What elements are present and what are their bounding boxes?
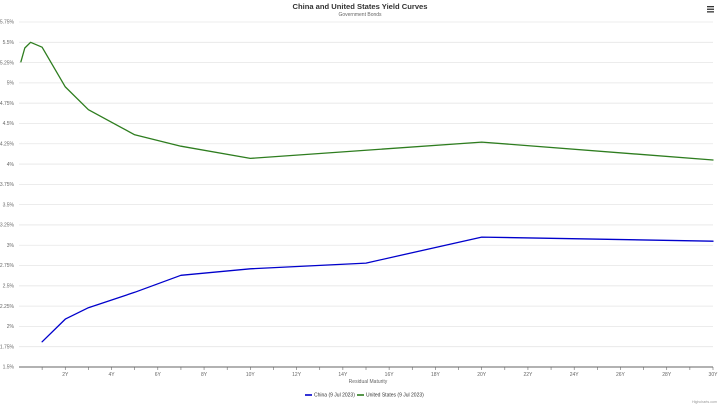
y-tick-label: 3.5% <box>3 202 15 208</box>
x-tick-label: 30Y <box>709 372 719 378</box>
series-lines <box>20 41 714 343</box>
x-axis-title: Residual Maturity <box>349 379 388 385</box>
y-tick-label: 3% <box>7 243 15 249</box>
x-tick-label: 24Y <box>570 372 580 378</box>
y-tick-label: 2.75% <box>0 263 15 269</box>
chart-subtitle: Government Bonds <box>338 12 382 18</box>
x-tick-label: 8Y <box>201 372 208 378</box>
x-axis <box>19 366 714 370</box>
x-tick-label: 6Y <box>155 372 162 378</box>
chart-title: China and United States Yield Curves <box>292 2 427 11</box>
y-tick-label: 2.25% <box>0 304 15 310</box>
x-tick-label: 4Y <box>108 372 115 378</box>
y-tick-label: 3.75% <box>0 182 15 188</box>
x-tick-label: 12Y <box>292 372 302 378</box>
x-tick-label: 16Y <box>385 372 395 378</box>
credits[interactable]: Highcharts.com <box>692 400 717 404</box>
x-tick-label: 26Y <box>616 372 626 378</box>
legend-label: United States (9 Jul 2023) <box>366 393 424 399</box>
y-tick-label: 3.25% <box>0 223 15 229</box>
y-tick-label: 5% <box>7 81 15 87</box>
y-tick-label: 4.25% <box>0 141 15 147</box>
y-tick-label: 4.5% <box>3 121 15 127</box>
x-tick-label: 18Y <box>431 372 441 378</box>
x-tick-label: 20Y <box>477 372 487 378</box>
series-line-1[interactable] <box>20 41 714 161</box>
hamburger-menu-icon <box>707 6 714 13</box>
y-axis-labels: 1.5% 1.75% 2% 2.25% 2.5% 2.75% 3% 3.25% 3.5% 3.75… <box>0 20 15 371</box>
legend-item-0[interactable]: China (9 Jul 2023) <box>305 393 355 399</box>
y-tick-label: 2% <box>7 324 15 330</box>
x-axis-labels: 2Y 4Y 6Y 8Y 10Y 12Y 14Y 16Y 18Y 20Y 22Y 24Y 26Y 28Y 30… <box>62 372 718 378</box>
gridlines <box>19 21 713 348</box>
y-tick-label: 5.75% <box>0 20 15 26</box>
y-tick-label: 4.75% <box>0 101 15 107</box>
series-line-0[interactable] <box>41 236 714 343</box>
x-tick-label: 22Y <box>523 372 533 378</box>
x-tick-label: 28Y <box>662 372 672 378</box>
y-tick-label: 1.5% <box>3 365 15 371</box>
x-tick-label: 2Y <box>62 372 69 378</box>
x-tick-label: 10Y <box>246 372 256 378</box>
legend-item-1[interactable]: United States (9 Jul 2023) <box>357 393 424 399</box>
legend: China (9 Jul 2023) United States (9 Jul 2… <box>305 393 424 399</box>
y-tick-label: 4% <box>7 162 15 168</box>
y-tick-label: 5.25% <box>0 60 15 66</box>
menu-button[interactable] <box>703 2 717 14</box>
x-tick-label: 14Y <box>338 372 348 378</box>
y-tick-label: 1.75% <box>0 344 15 350</box>
y-tick-label: 2.5% <box>3 284 15 290</box>
legend-label: China (9 Jul 2023) <box>314 393 355 399</box>
y-tick-label: 5.5% <box>3 40 15 46</box>
